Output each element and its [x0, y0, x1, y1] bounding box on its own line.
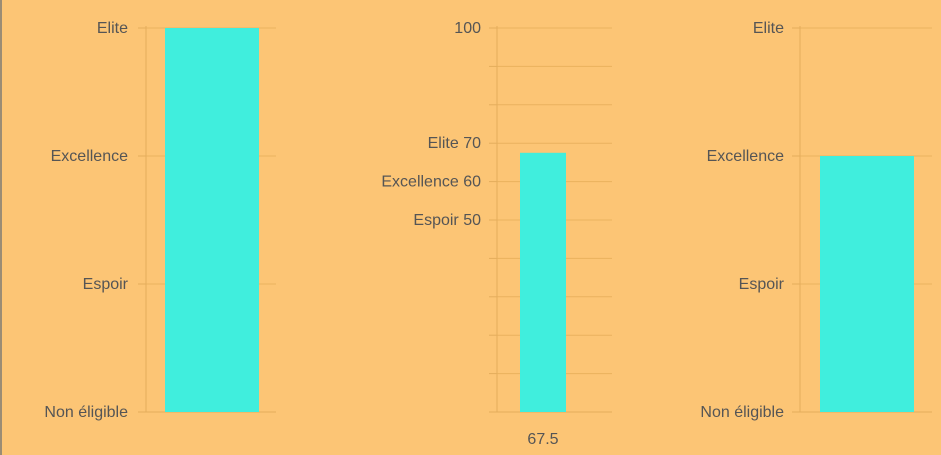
- chart2-data-label: 67.5: [527, 431, 558, 448]
- chart2-tick-label: 100: [454, 20, 481, 37]
- chart3-tick-label: Non éligible: [700, 404, 784, 421]
- chart1-tick-label: Excellence: [51, 148, 128, 165]
- chart1-tick-label: Espoir: [83, 276, 129, 293]
- panel-left-border: [0, 0, 2, 455]
- chart3-tick-label: Excellence: [707, 148, 784, 165]
- chart3-tick-label: Espoir: [739, 276, 785, 293]
- chart3-bar: [820, 156, 914, 412]
- chart2-bar: [520, 152, 566, 413]
- chart1-tick-label: Elite: [97, 20, 128, 37]
- chart1-bar: [165, 28, 259, 412]
- chart3-tick-label: Elite: [753, 20, 784, 37]
- chart2-tick-label: Elite 70: [428, 135, 481, 152]
- chart2-tick-label: Excellence 60: [381, 174, 481, 191]
- chart1-tick-label: Non éligible: [44, 404, 128, 421]
- chart2-tick-label: Espoir 50: [413, 212, 481, 229]
